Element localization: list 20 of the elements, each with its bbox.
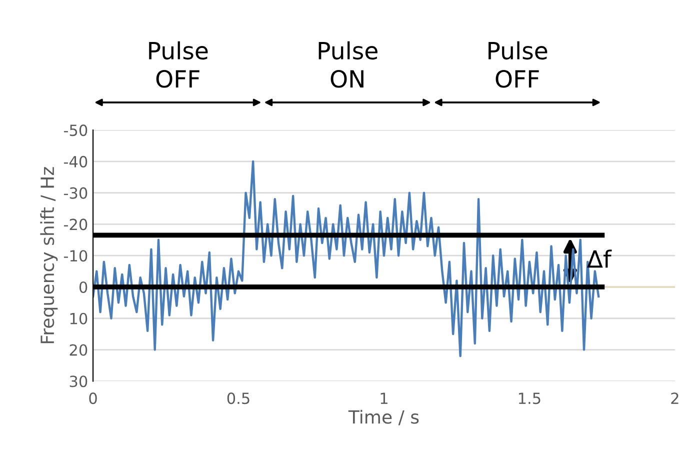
x-tick-label: 0.5	[227, 392, 250, 404]
x-tick-label: 1.5	[518, 392, 540, 404]
y-tick-label: -50	[64, 124, 88, 136]
x-tick-label: 0	[89, 392, 97, 404]
y-tick-label: -40	[64, 156, 88, 168]
x-axis-title: Time / s	[348, 410, 419, 426]
text: Pulse OFF	[149, 41, 208, 88]
y-tick-label: 30	[70, 376, 88, 388]
text: Pulse ON	[318, 41, 378, 88]
y-axis-title: Frequency shift / Hz	[40, 167, 58, 344]
y-tick-label: -30	[64, 187, 88, 199]
y-tick-label: 10	[70, 312, 88, 324]
x-tick-label: 2	[671, 392, 678, 404]
y-tick-label: -10	[64, 250, 88, 262]
annotation: Δf	[587, 250, 612, 268]
y-tick-label: 0	[79, 281, 88, 294]
text: Pulse OFF	[488, 41, 548, 88]
y-tick-label: 20	[70, 344, 88, 356]
x-tick-label: 1	[380, 392, 388, 404]
y-tick-label: -20	[64, 218, 88, 230]
